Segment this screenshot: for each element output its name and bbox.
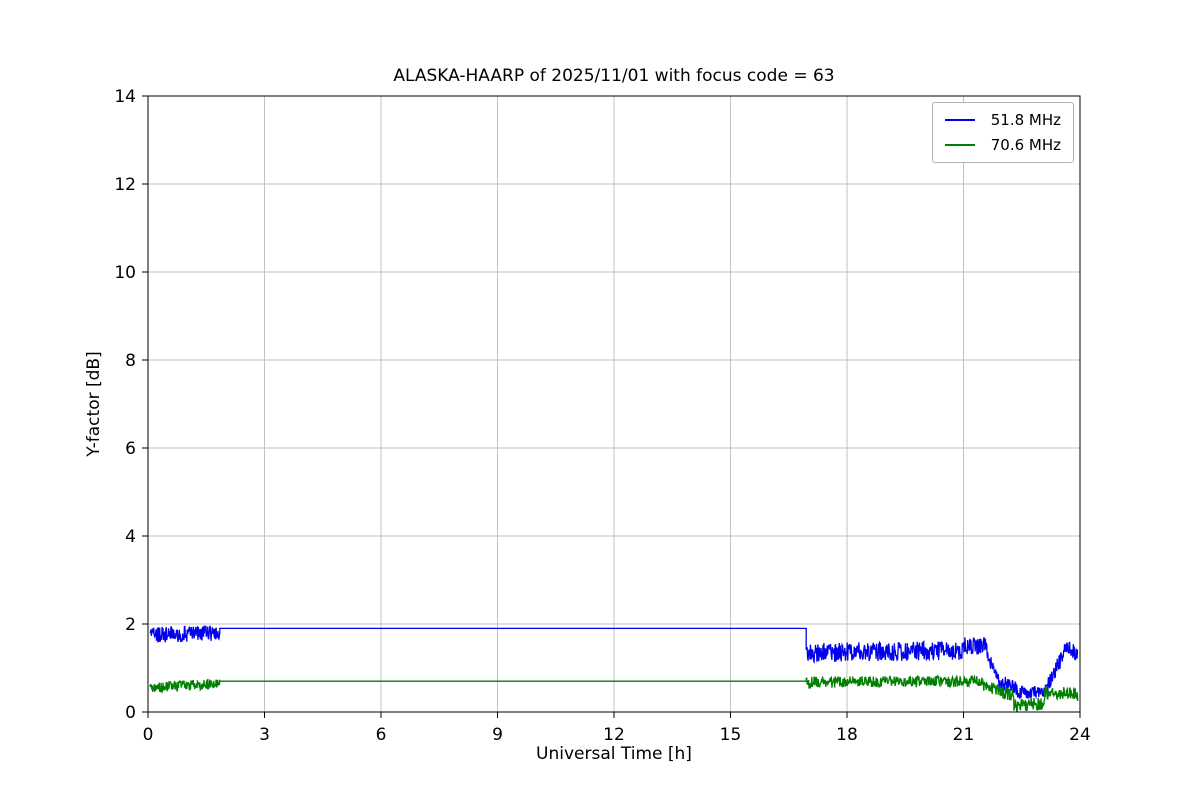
y-axis-label: Y-factor [dB] [84, 351, 104, 457]
x-tick-label: 12 [603, 725, 625, 745]
y-tick-label: 14 [114, 87, 136, 107]
legend-item: 70.6 MHz [944, 136, 1061, 154]
x-axis-label: Universal Time [h] [536, 744, 692, 764]
legend-label: 51.8 MHz [990, 111, 1061, 129]
x-tick-label: 21 [953, 725, 975, 745]
legend-label: 70.6 MHz [990, 136, 1061, 154]
x-tick-label: 15 [720, 725, 742, 745]
legend: 51.8 MHz 70.6 MHz [931, 102, 1074, 163]
y-tick-label: 10 [114, 263, 136, 283]
y-tick-label: 8 [125, 351, 136, 371]
x-tick-label: 0 [143, 725, 154, 745]
x-tick-label: 24 [1069, 725, 1091, 745]
legend-line-swatch [944, 144, 975, 146]
legend-item: 51.8 MHz [944, 111, 1061, 129]
chart-title: ALASKA-HAARP of 2025/11/01 with focus co… [393, 66, 835, 86]
y-tick-label: 12 [114, 175, 136, 195]
y-tick-label: 2 [125, 615, 136, 635]
x-tick-label: 18 [836, 725, 858, 745]
series-line-70-6-mhz [149, 674, 1079, 712]
x-tick-label: 3 [259, 725, 270, 745]
legend-line-swatch [944, 119, 975, 121]
x-tick-label: 9 [492, 725, 503, 745]
y-tick-label: 4 [125, 527, 136, 547]
y-tick-label: 6 [125, 439, 136, 459]
series-line-51-8-mhz [149, 625, 1079, 700]
x-tick-label: 6 [376, 725, 387, 745]
y-tick-label: 0 [125, 703, 136, 723]
